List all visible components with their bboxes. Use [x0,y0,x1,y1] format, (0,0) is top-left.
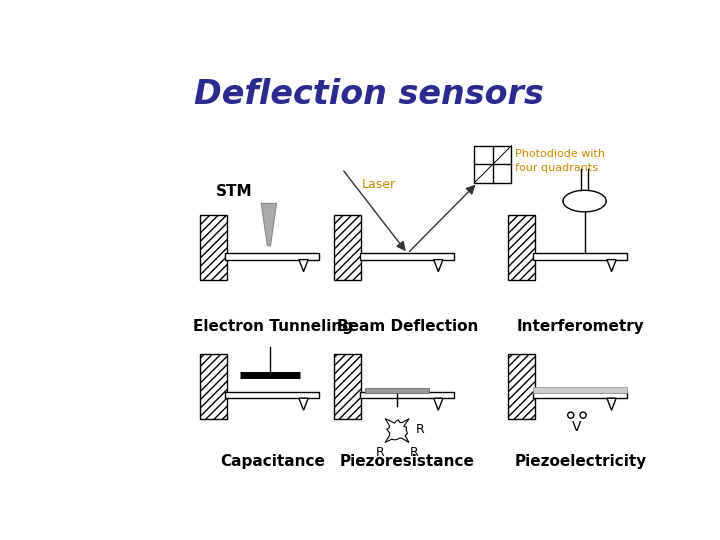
Text: STM: STM [216,184,253,199]
Text: Piezoresistance: Piezoresistance [340,454,475,469]
Bar [225,253,319,260]
Bar [334,354,361,419]
Text: R: R [416,422,425,435]
Circle shape [567,412,574,418]
Polygon shape [607,398,616,410]
Bar [360,253,454,260]
Polygon shape [607,260,616,272]
Text: Beam Deflection: Beam Deflection [337,319,478,334]
Text: Photodiode with
four quadrants: Photodiode with four quadrants [516,149,606,173]
Text: Piezoelectricity: Piezoelectricity [515,454,647,469]
Polygon shape [261,204,276,246]
Bar [360,392,454,398]
Text: Capacitance: Capacitance [220,454,325,469]
Bar [474,146,511,183]
Text: V: V [572,421,582,435]
Polygon shape [433,398,443,410]
Bar [533,387,627,393]
Bar [199,215,227,280]
Bar [225,392,319,398]
Bar [533,253,627,260]
Text: R: R [410,446,418,458]
Bar [334,215,361,280]
Text: Electron Tunneling: Electron Tunneling [193,319,353,334]
Polygon shape [433,260,443,272]
Bar [508,354,534,419]
Bar [365,388,429,393]
Text: R: R [376,446,384,458]
Polygon shape [385,418,409,442]
Text: Deflection sensors: Deflection sensors [194,78,544,111]
Bar [533,392,627,398]
Polygon shape [299,260,308,272]
Bar [508,215,534,280]
Circle shape [580,412,586,418]
Bar [199,354,227,419]
Text: Interferometry: Interferometry [517,319,644,334]
Text: Laser: Laser [361,178,395,191]
Polygon shape [299,398,308,410]
